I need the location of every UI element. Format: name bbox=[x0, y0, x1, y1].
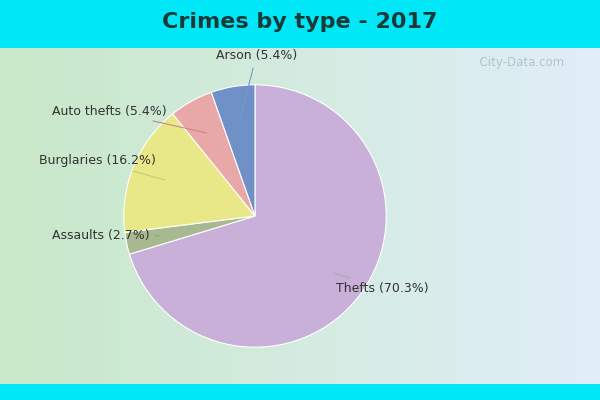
Text: Auto thefts (5.4%): Auto thefts (5.4%) bbox=[52, 104, 206, 133]
Wedge shape bbox=[124, 114, 255, 232]
Wedge shape bbox=[125, 216, 255, 254]
Wedge shape bbox=[173, 92, 255, 216]
Text: City-Data.com: City-Data.com bbox=[472, 56, 564, 69]
Text: Crimes by type - 2017: Crimes by type - 2017 bbox=[162, 12, 438, 32]
Wedge shape bbox=[211, 85, 255, 216]
Text: Burglaries (16.2%): Burglaries (16.2%) bbox=[38, 154, 165, 180]
Wedge shape bbox=[130, 85, 386, 347]
Text: Thefts (70.3%): Thefts (70.3%) bbox=[334, 273, 429, 295]
Text: Assaults (2.7%): Assaults (2.7%) bbox=[52, 229, 160, 242]
Text: Arson (5.4%): Arson (5.4%) bbox=[215, 50, 297, 120]
